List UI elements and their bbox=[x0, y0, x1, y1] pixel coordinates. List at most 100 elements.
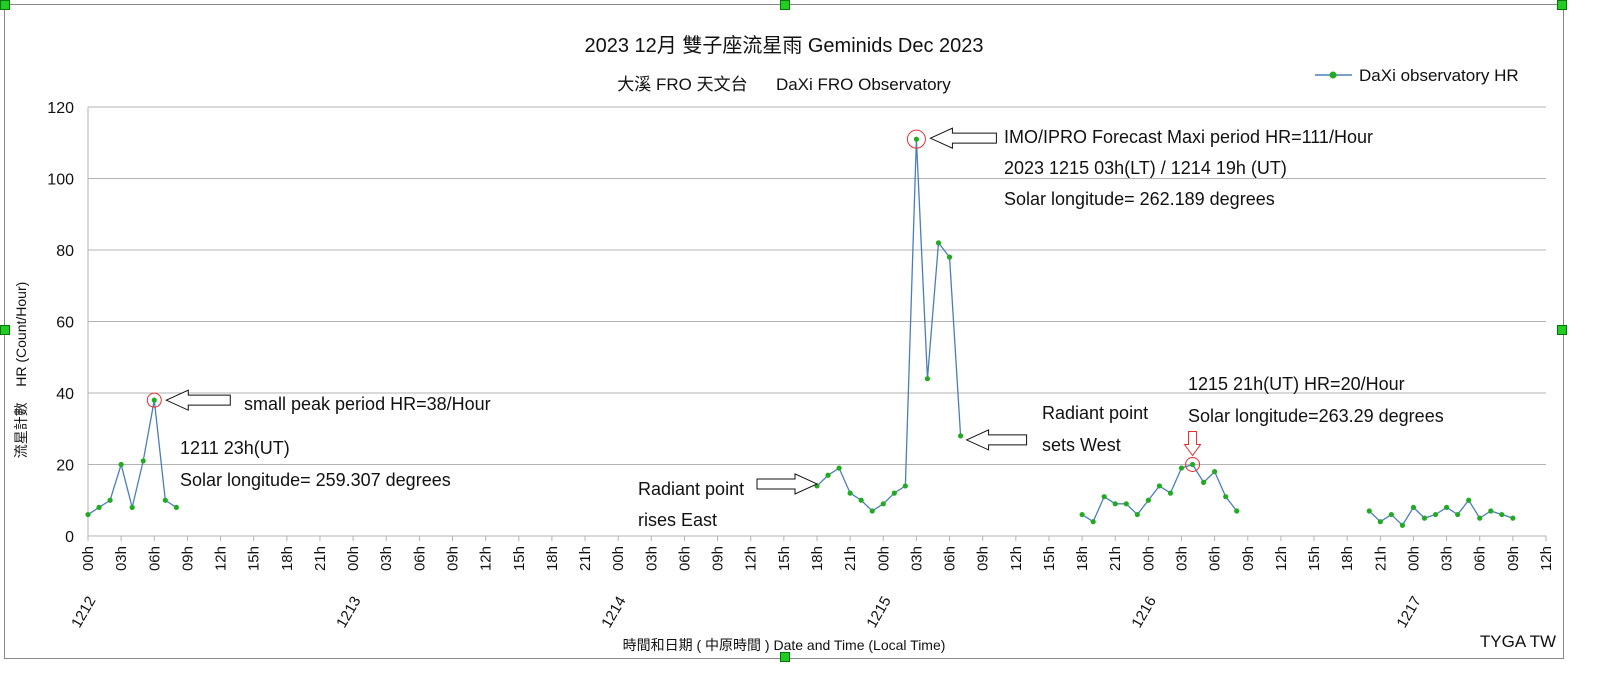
x-tick-label: 21h bbox=[577, 546, 594, 571]
credit-label: TYGA TW bbox=[1480, 632, 1556, 651]
data-point bbox=[1212, 469, 1218, 475]
highlight-circle bbox=[1185, 457, 1201, 472]
data-point bbox=[946, 254, 953, 260]
y-tick-label: 60 bbox=[56, 315, 74, 332]
annotation-text: 1215 21h(UT) HR=20/Hour bbox=[1188, 374, 1405, 394]
x-tick-label: 15h bbox=[776, 546, 793, 571]
resize-handle[interactable] bbox=[780, 0, 790, 10]
data-point bbox=[1510, 515, 1516, 521]
data-point bbox=[1499, 511, 1505, 518]
x-tick-label: 09h bbox=[975, 546, 992, 571]
annotation-text: rises East bbox=[638, 510, 717, 530]
x-tick-label: 21h bbox=[1372, 546, 1389, 571]
x-tick-label: 12h bbox=[1273, 546, 1290, 571]
arrow-icon bbox=[756, 473, 819, 495]
x-tick-label: 00h bbox=[875, 546, 892, 571]
x-tick-label: 18h bbox=[1339, 546, 1356, 571]
data-point bbox=[1421, 515, 1428, 521]
resize-handle[interactable] bbox=[1557, 0, 1567, 10]
data-point bbox=[1234, 508, 1240, 514]
x-tick-label: 15h bbox=[511, 546, 528, 571]
data-point bbox=[1366, 508, 1372, 514]
x-tick-label: 00h bbox=[1140, 546, 1157, 571]
resize-handle[interactable] bbox=[780, 652, 790, 662]
x-tick-label: 00h bbox=[345, 546, 362, 571]
data-point bbox=[1399, 522, 1406, 528]
data-point bbox=[891, 490, 897, 496]
date-label: 1217 bbox=[1394, 594, 1425, 631]
x-tick-label: 03h bbox=[908, 546, 925, 571]
data-point bbox=[1477, 515, 1483, 521]
down-arrow-icon bbox=[1183, 431, 1202, 457]
legend-entry: DaXi observatory HR bbox=[1359, 66, 1519, 85]
date-label: 1214 bbox=[598, 594, 629, 631]
x-tick-label: 21h bbox=[842, 546, 859, 571]
data-point bbox=[1079, 511, 1085, 518]
data-point bbox=[1123, 501, 1129, 507]
arrow-icon bbox=[965, 429, 1028, 451]
data-point bbox=[847, 490, 853, 496]
x-tick-label: 12h bbox=[1008, 546, 1025, 571]
data-point bbox=[85, 511, 91, 518]
annotation-text: Solar longitude=263.29 degrees bbox=[1188, 406, 1444, 426]
data-point bbox=[173, 504, 179, 510]
series-line bbox=[816, 139, 962, 512]
data-point bbox=[869, 508, 875, 514]
data-point bbox=[96, 504, 102, 510]
x-tick-label: 03h bbox=[643, 546, 660, 571]
resize-handle[interactable] bbox=[1557, 325, 1567, 335]
x-tick-label: 15h bbox=[1041, 546, 1058, 571]
data-point bbox=[1443, 504, 1450, 510]
x-tick-label: 03h bbox=[113, 546, 130, 571]
data-point bbox=[825, 472, 831, 478]
x-tick-label: 09h bbox=[1505, 546, 1522, 571]
x-tick-label: 09h bbox=[445, 546, 462, 571]
chart-subtitle: 大溪 FRO 天文台 DaXi FRO Observatory bbox=[617, 75, 951, 94]
data-point bbox=[924, 376, 931, 382]
data-point bbox=[129, 504, 135, 510]
date-label: 1216 bbox=[1128, 594, 1159, 631]
y-tick-label: 120 bbox=[47, 100, 74, 117]
data-point bbox=[1167, 490, 1174, 496]
data-point bbox=[1134, 511, 1140, 518]
data-point bbox=[1200, 479, 1207, 485]
x-tick-label: 00h bbox=[1405, 546, 1422, 571]
x-tick-label: 06h bbox=[1207, 546, 1224, 571]
x-tick-label: 06h bbox=[411, 546, 428, 571]
x-tick-label: 18h bbox=[1074, 546, 1091, 571]
annotation-text: 2023 1215 03h(LT) / 1214 19h (UT) bbox=[1004, 158, 1287, 178]
x-tick-label: 21h bbox=[312, 546, 329, 571]
annotation-text: 1211 23h(UT) bbox=[180, 438, 290, 458]
data-point bbox=[1112, 501, 1118, 507]
data-point bbox=[1455, 511, 1461, 518]
x-tick-label: 06h bbox=[676, 546, 693, 571]
legend-marker bbox=[1329, 71, 1337, 79]
y-tick-label: 20 bbox=[56, 458, 74, 475]
resize-handle[interactable] bbox=[0, 325, 10, 335]
data-point bbox=[1156, 483, 1163, 489]
data-point bbox=[1090, 519, 1096, 525]
x-tick-label: 09h bbox=[710, 546, 727, 571]
y-tick-label: 100 bbox=[47, 172, 74, 189]
y-tick-label: 40 bbox=[56, 386, 74, 403]
x-tick-label: 03h bbox=[1439, 546, 1456, 571]
x-tick-label: 12h bbox=[478, 546, 495, 571]
x-tick-label: 18h bbox=[544, 546, 561, 571]
x-tick-label: 12h bbox=[1538, 546, 1555, 571]
resize-handle[interactable] bbox=[0, 0, 10, 10]
date-label: 1215 bbox=[863, 594, 894, 631]
highlight-circle bbox=[146, 392, 162, 408]
x-tick-label: 00h bbox=[80, 546, 97, 571]
x-tick-label: 03h bbox=[1174, 546, 1191, 571]
data-point bbox=[1145, 497, 1151, 503]
data-point bbox=[1410, 504, 1417, 510]
legend: DaXi observatory HR bbox=[1315, 66, 1519, 85]
x-tick-label: 06h bbox=[1472, 546, 1489, 571]
annotation-text: Radiant point bbox=[638, 479, 744, 499]
date-label: 1213 bbox=[333, 594, 364, 631]
data-point bbox=[935, 240, 942, 246]
date-label: 1212 bbox=[68, 594, 99, 631]
x-tick-label: 12h bbox=[213, 546, 230, 571]
